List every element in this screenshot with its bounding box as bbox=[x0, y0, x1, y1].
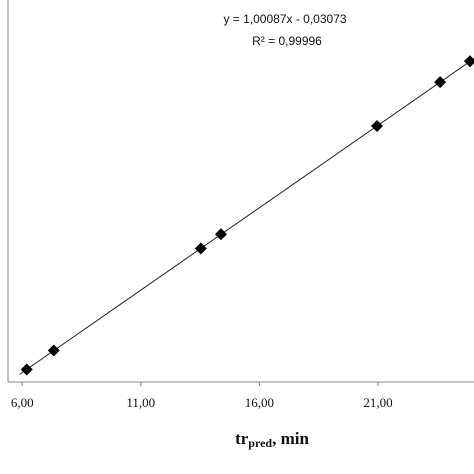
point bbox=[214, 228, 227, 241]
point bbox=[20, 363, 33, 376]
x-label-sub: pred bbox=[248, 436, 272, 450]
x-tick-label: 6,00 bbox=[11, 395, 34, 410]
x-tick-label: 11,00 bbox=[126, 395, 155, 410]
x-axis-label: trpred, min bbox=[235, 429, 309, 450]
x-tick-label: 16,00 bbox=[245, 395, 274, 410]
x-label-suffix: , min bbox=[272, 429, 309, 448]
point bbox=[194, 242, 207, 255]
r-squared: R² = 0,99996 bbox=[252, 34, 322, 48]
x-label-main: tr bbox=[235, 429, 249, 448]
trendline bbox=[19, 58, 474, 375]
point bbox=[463, 55, 474, 68]
point bbox=[434, 76, 447, 89]
equation: y = 1,00087x - 0,03073 bbox=[223, 12, 346, 26]
point bbox=[47, 344, 60, 357]
point bbox=[371, 119, 384, 132]
x-tick-label: 21,00 bbox=[363, 395, 392, 410]
